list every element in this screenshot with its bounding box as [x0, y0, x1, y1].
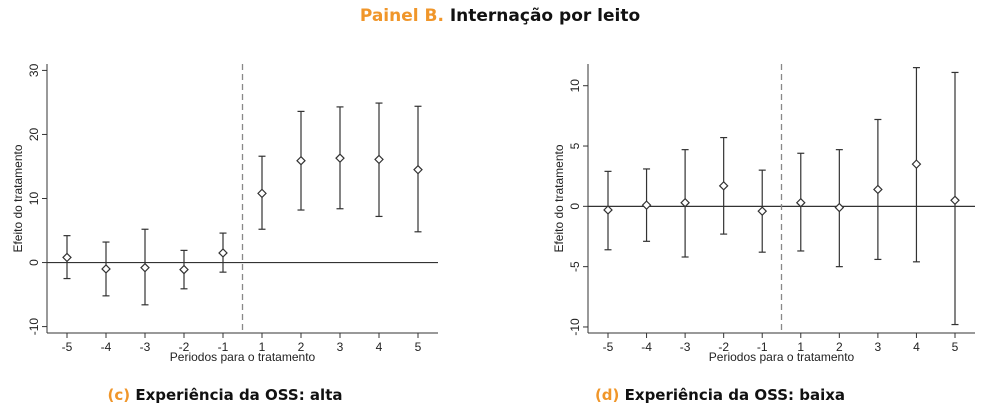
- point-marker-c: [374, 154, 384, 165]
- x-tick-label-c: 1: [259, 340, 266, 354]
- y-tick-label-c: -10: [27, 318, 41, 336]
- y-tick-label-d: 5: [568, 142, 582, 149]
- y-tick-label-d: -5: [568, 261, 582, 272]
- x-tick-label-c: 4: [376, 340, 383, 354]
- panel-title: Painel B. Internação por leito: [0, 6, 1000, 26]
- point-marker-c: [101, 264, 111, 274]
- panel-heading: Internação por leito: [449, 6, 641, 26]
- y-tick-label-c: 10: [27, 192, 41, 206]
- point-marker-c: [218, 248, 228, 258]
- x-axis-label-c: Periodos para o tratamento: [170, 350, 316, 364]
- y-tick-label-c: 0: [27, 259, 41, 266]
- subtitle-text-c: Experiência da OSS: alta: [135, 386, 343, 404]
- subtitle-prefix-c: (c): [107, 386, 131, 404]
- x-tick-label-d: -4: [641, 340, 652, 354]
- point-marker-d: [757, 206, 768, 217]
- point-marker-d: [641, 200, 652, 210]
- x-tick-label-d: -2: [718, 340, 729, 354]
- x-tick-label-c: 2: [298, 340, 305, 354]
- subtitle-chart-c: (c) Experiência da OSS: alta: [15, 386, 435, 404]
- x-tick-label-c: -4: [101, 340, 112, 354]
- x-tick-label-c: -2: [179, 340, 190, 354]
- x-tick-label-d: -5: [603, 340, 614, 354]
- point-marker-d: [834, 202, 845, 213]
- x-tick-label-d: 4: [913, 340, 920, 354]
- point-marker-c: [296, 155, 306, 166]
- x-axis-label-d: Periodos para o tratamento: [709, 350, 855, 364]
- point-marker-c: [413, 164, 423, 175]
- point-marker-d: [873, 184, 883, 195]
- x-tick-label-c: -5: [62, 340, 73, 354]
- point-marker-d: [603, 205, 613, 215]
- point-marker-c: [335, 153, 345, 163]
- subtitle-text-d: Experiência da OSS: baixa: [624, 386, 846, 404]
- subtitle-chart-d: (d) Experiência da OSS: baixa: [510, 386, 930, 404]
- x-tick-label-d: -3: [680, 340, 691, 354]
- x-tick-label-d: 3: [875, 340, 882, 354]
- x-tick-label-c: 3: [337, 340, 344, 354]
- x-tick-label-c: -1: [218, 340, 229, 354]
- y-tick-label-d: -10: [568, 318, 582, 336]
- x-tick-label-d: 1: [797, 340, 804, 354]
- point-marker-d: [950, 195, 960, 206]
- point-marker-d: [911, 159, 922, 169]
- y-tick-label-c: 20: [27, 127, 41, 141]
- x-tick-label-d: 2: [836, 340, 843, 354]
- y-tick-label-d: 10: [568, 79, 582, 93]
- x-tick-label-d: 5: [952, 340, 959, 354]
- point-marker-c: [257, 188, 267, 199]
- point-marker-c: [62, 252, 72, 263]
- y-tick-label-d: 0: [568, 203, 582, 210]
- x-tick-label-d: -1: [757, 340, 768, 354]
- x-tick-label-c: 5: [415, 340, 422, 354]
- x-tick-label-c: -3: [140, 340, 151, 354]
- point-marker-c: [140, 262, 150, 273]
- panel-prefix: Painel B.: [359, 6, 444, 26]
- point-marker-d: [795, 197, 806, 208]
- point-marker-c: [179, 264, 189, 275]
- subtitle-prefix-d: (d): [594, 386, 620, 404]
- point-marker-d: [680, 197, 690, 208]
- point-marker-d: [718, 180, 729, 191]
- y-axis-label-d: Efeito do tratamento: [552, 144, 566, 252]
- y-tick-label-c: 30: [27, 63, 41, 77]
- y-axis-label-c: Efeito do tratamento: [11, 144, 25, 252]
